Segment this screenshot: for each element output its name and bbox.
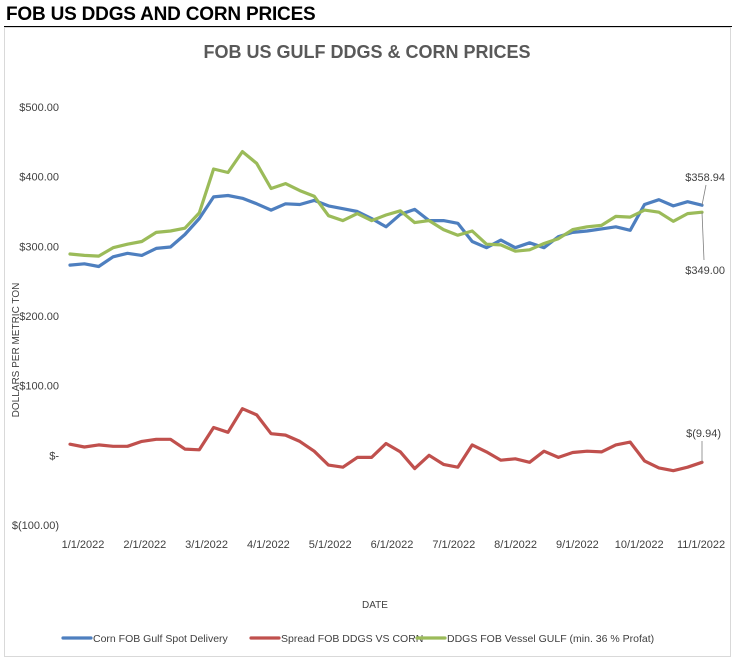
x-tick-label: 8/1/2022 bbox=[494, 539, 537, 551]
legend-item-spread: Spread FOB DDGS VS CORN bbox=[249, 633, 423, 645]
x-tick-label: 4/1/2022 bbox=[247, 539, 290, 551]
y-tick-label: $- bbox=[49, 450, 59, 462]
x-tick-label: 2/1/2022 bbox=[123, 539, 166, 551]
line-chart: FOB US GULF DDGS & CORN PRICES $(100.00)… bbox=[11, 42, 725, 645]
x-tick-label: 6/1/2022 bbox=[371, 539, 414, 551]
x-tick-label: 7/1/2022 bbox=[432, 539, 475, 551]
y-tick-label: $200.00 bbox=[19, 311, 59, 323]
y-axis-ticks: $(100.00) $- $100.00 $200.00 $300.00 $400.00 $… bbox=[12, 102, 59, 532]
x-tick-label: 11/1/2022 bbox=[677, 539, 725, 551]
legend-label: DDGS FOB Vessel GULF (min. 36 % Profat) bbox=[447, 633, 654, 645]
y-tick-label: $300.00 bbox=[19, 241, 59, 253]
chart-frame: FOB US GULF DDGS & CORN PRICES $(100.00)… bbox=[4, 27, 731, 657]
x-tick-label: 3/1/2022 bbox=[185, 539, 228, 551]
series-lines bbox=[68, 149, 704, 473]
x-axis-ticks: 1/1/2022 2/1/2022 3/1/2022 4/1/2022 5/1/2022… bbox=[62, 539, 725, 551]
y-tick-label: $100.00 bbox=[19, 381, 59, 393]
annotation-ddgs-last: $349.00 bbox=[685, 265, 725, 277]
chart-title: FOB US GULF DDGS & CORN PRICES bbox=[203, 42, 530, 62]
y-tick-label: $(100.00) bbox=[12, 520, 59, 532]
x-axis-title: DATE bbox=[362, 600, 388, 611]
y-axis-title: DOLLARS PER METRIC TON bbox=[11, 283, 22, 418]
x-tick-label: 5/1/2022 bbox=[309, 539, 352, 551]
annotation-leader-line bbox=[701, 212, 705, 261]
legend: Corn FOB Gulf Spot Delivery Spread FOB DD… bbox=[61, 633, 654, 645]
page-header: FOB US DDGS AND CORN PRICES bbox=[6, 4, 316, 25]
series-line-spread bbox=[68, 407, 704, 473]
annotations: $358.94 $349.00 $(9.94) bbox=[685, 172, 725, 463]
series-line-ddgs bbox=[68, 149, 704, 258]
legend-item-corn: Corn FOB Gulf Spot Delivery bbox=[61, 633, 229, 645]
x-tick-label: 10/1/2022 bbox=[615, 539, 664, 551]
header-rule bbox=[4, 26, 732, 27]
legend-label: Corn FOB Gulf Spot Delivery bbox=[93, 633, 229, 645]
annotation-spread-last: $(9.94) bbox=[686, 428, 721, 440]
annotation-corn-last: $358.94 bbox=[685, 172, 725, 184]
annotation-leader-line bbox=[701, 184, 707, 206]
legend-label: Spread FOB DDGS VS CORN bbox=[281, 633, 423, 645]
x-tick-label: 1/1/2022 bbox=[62, 539, 105, 551]
series-line-corn bbox=[68, 193, 704, 269]
x-tick-label: 9/1/2022 bbox=[556, 539, 599, 551]
y-tick-label: $400.00 bbox=[19, 172, 59, 184]
legend-item-ddgs: DDGS FOB Vessel GULF (min. 36 % Profat) bbox=[415, 633, 654, 645]
y-tick-label: $500.00 bbox=[19, 102, 59, 114]
